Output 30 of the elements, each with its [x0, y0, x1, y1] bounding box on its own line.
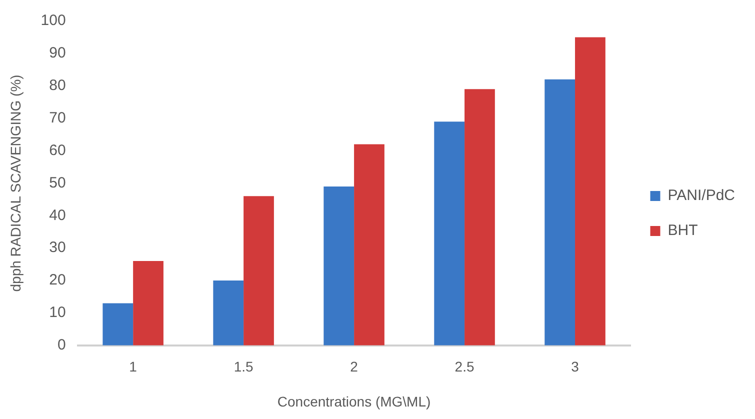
y-tick-label: 40	[49, 206, 66, 224]
y-tick-label: 70	[49, 109, 66, 126]
bar	[324, 186, 354, 346]
legend-label: PANI/PdC	[668, 187, 736, 204]
x-tick-label: 3	[571, 358, 580, 375]
y-tick-label: 20	[49, 272, 66, 289]
y-tick-label: 90	[49, 44, 66, 62]
bar	[244, 196, 274, 346]
y-tick-label: 80	[49, 77, 66, 94]
x-tick-label: 2.5	[454, 358, 474, 375]
bar	[464, 89, 495, 346]
bar	[575, 37, 606, 346]
x-tick-label: 1	[129, 358, 138, 375]
y-axis-title: dpph RADICAL SCAVENGING (%)	[7, 74, 24, 292]
y-tick-label: 10	[49, 304, 66, 322]
bar	[354, 144, 384, 346]
bar	[102, 303, 134, 346]
y-tick-label: 60	[49, 142, 66, 159]
bar	[213, 280, 244, 346]
y-tick-label: 100	[40, 12, 66, 30]
bar	[133, 261, 164, 346]
bar	[434, 122, 465, 346]
x-tick-label: 1.5	[234, 358, 254, 375]
x-tick-label: 2	[350, 358, 358, 375]
bar	[544, 79, 576, 346]
x-axis-title: Concentrations (MG\ML)	[277, 393, 431, 410]
y-tick-label: 0	[57, 336, 66, 354]
y-tick-label: 50	[49, 174, 66, 192]
legend-label: BHT	[668, 222, 698, 240]
y-tick-label: 30	[49, 239, 66, 256]
